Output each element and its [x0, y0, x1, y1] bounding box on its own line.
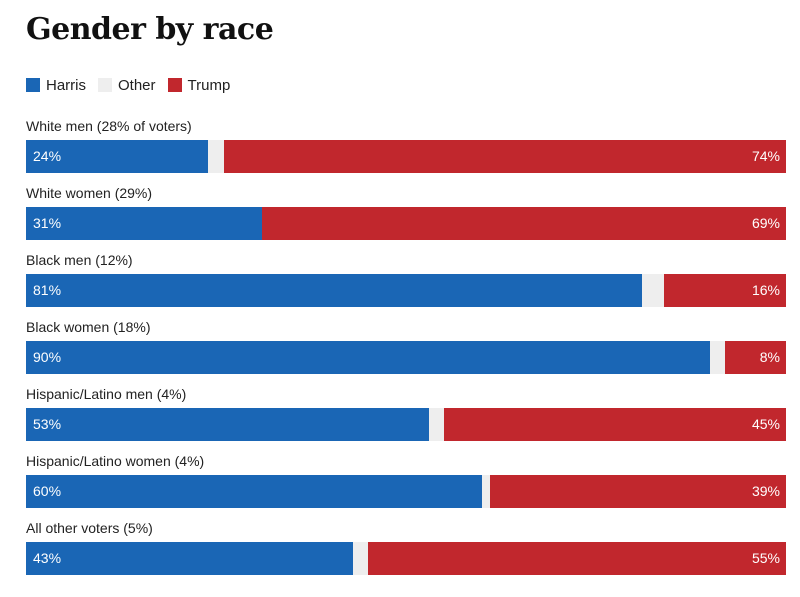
- legend: Harris Other Trump: [26, 76, 242, 94]
- trump-value-label: 39%: [751, 483, 780, 499]
- trump-value-label: 16%: [751, 282, 780, 298]
- trump-value-label: 55%: [751, 550, 780, 566]
- category-label: Black women (18%): [26, 319, 151, 335]
- category-label: White women (29%): [26, 185, 153, 201]
- legend-item-harris: Harris: [26, 77, 86, 94]
- harris-value-label: 31%: [33, 215, 62, 231]
- bar-track: 53% 45%: [26, 408, 786, 441]
- legend-swatch-trump: [167, 78, 182, 92]
- category-label: Black men (12%): [26, 252, 133, 268]
- category-label: All other voters (5%): [26, 520, 153, 536]
- bar-group: White men (28% of voters) 24% 74%: [26, 118, 786, 185]
- bar-group: All other voters (5%) 43% 55%: [26, 520, 786, 587]
- bar-track: 90% 8%: [26, 341, 786, 374]
- harris-bar: [26, 140, 209, 173]
- legend-label-other: Other: [118, 76, 156, 94]
- bar-track: 31% 69%: [26, 207, 786, 240]
- legend-swatch-harris: [26, 78, 40, 92]
- trump-bar: [725, 341, 786, 374]
- trump-bar: [223, 140, 786, 173]
- bar-track: 24% 74%: [26, 140, 786, 173]
- legend-item-trump: Trump: [167, 76, 231, 94]
- bar-track: 60% 39%: [26, 475, 786, 508]
- trump-bar: [444, 408, 786, 441]
- harris-value-label: 81%: [33, 282, 62, 298]
- harris-value-label: 60%: [33, 483, 62, 499]
- category-label: Hispanic/Latino women (4%): [26, 453, 205, 469]
- bar-group: Black men (12%) 81% 16%: [26, 252, 786, 319]
- bar-group: Hispanic/Latino men (4%) 53% 45%: [26, 386, 786, 453]
- harris-value-label: 43%: [33, 550, 62, 566]
- legend-label-trump: Trump: [187, 76, 231, 94]
- bar-group: White women (29%) 31% 69%: [26, 185, 786, 252]
- harris-value-label: 24%: [33, 148, 62, 164]
- harris-bar: [26, 475, 482, 508]
- harris-bar: [26, 274, 642, 307]
- harris-bar: [26, 542, 353, 575]
- trump-bar: [261, 207, 786, 240]
- chart-title: Gender by race: [26, 12, 274, 47]
- bar-group: Hispanic/Latino women (4%) 60% 39%: [26, 453, 786, 520]
- harris-bar: [26, 408, 429, 441]
- trump-bar: [489, 475, 786, 508]
- trump-value-label: 69%: [751, 215, 780, 231]
- category-label: Hispanic/Latino men (4%): [26, 386, 187, 402]
- harris-bar: [26, 207, 262, 240]
- bar-track: 81% 16%: [26, 274, 786, 307]
- trump-bar: [368, 542, 786, 575]
- legend-label-harris: Harris: [46, 76, 86, 94]
- harris-value-label: 90%: [33, 349, 62, 365]
- bar-track: 43% 55%: [26, 542, 786, 575]
- legend-item-other: Other: [98, 77, 156, 94]
- trump-value-label: 74%: [751, 148, 780, 164]
- harris-value-label: 53%: [33, 416, 62, 432]
- trump-value-label: 45%: [751, 416, 780, 432]
- trump-value-label: 8%: [759, 349, 780, 365]
- stacked-bar-chart: White men (28% of voters) 24% 74% White wom…: [26, 118, 786, 587]
- trump-bar: [664, 274, 786, 307]
- bar-group: Black women (18%) 90% 8%: [26, 319, 786, 386]
- harris-bar: [26, 341, 710, 374]
- legend-swatch-other: [98, 78, 112, 92]
- category-label: White men (28% of voters): [26, 118, 192, 134]
